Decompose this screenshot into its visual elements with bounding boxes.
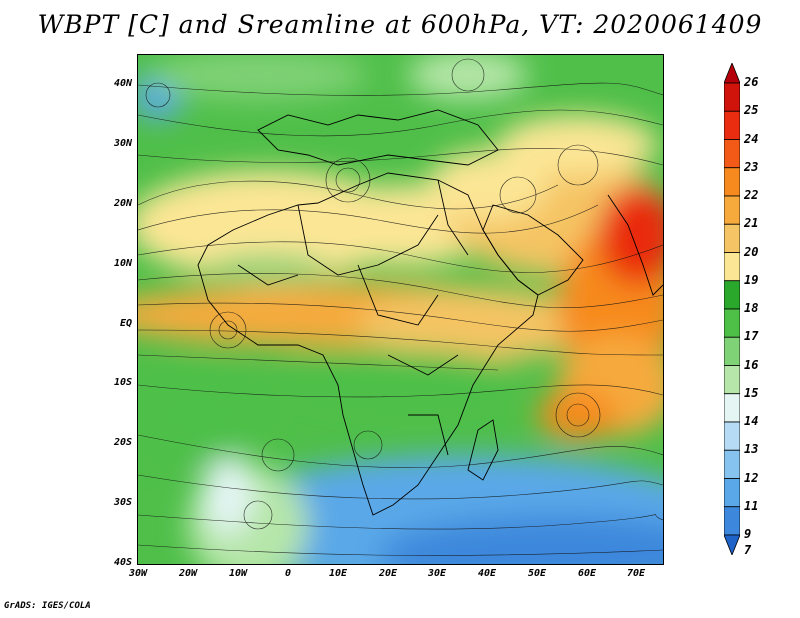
lat-label-30s: 30S xyxy=(113,497,132,508)
colorbar-cell xyxy=(724,336,740,366)
lat-label-30n: 30N xyxy=(113,138,132,149)
lat-label-10s: 10S xyxy=(113,377,132,388)
colorbar-label: 24 xyxy=(744,131,759,146)
colorbar-label: 19 xyxy=(744,272,759,287)
colorbar-label: 25 xyxy=(744,103,759,118)
colorbar-cell xyxy=(724,82,740,112)
streamlines xyxy=(138,58,663,556)
colorbar-label: 7 xyxy=(744,543,752,557)
colorbar-cell xyxy=(724,478,740,508)
lat-label-10n: 10N xyxy=(113,258,132,269)
map-title: WBPT [C] and Sreamline at 600hPa, VT: 20… xyxy=(37,10,763,39)
lon-label-50e: 50E xyxy=(527,568,547,579)
colorbar-label: 23 xyxy=(744,159,759,174)
colorbar-bottom-triangle xyxy=(724,534,740,555)
lon-label-0: 0 xyxy=(284,568,292,579)
colorbar-label: 14 xyxy=(744,414,759,428)
temperature-field xyxy=(138,55,663,564)
colorbar-cell xyxy=(724,195,740,225)
colorbar-label: 22 xyxy=(744,188,759,202)
colorbar-label: 9 xyxy=(744,527,752,541)
lon-label-10e: 10E xyxy=(328,568,348,579)
colorbar-label: 21 xyxy=(744,216,759,231)
lon-label-30e: 30E xyxy=(427,568,447,579)
colorbar-cell xyxy=(724,139,740,169)
colorbar-cell xyxy=(724,308,740,338)
lat-label-40s: 40S xyxy=(113,557,132,568)
lat-label-20n: 20N xyxy=(113,198,132,209)
lon-label-20w: 20W xyxy=(178,568,198,579)
lon-label-60e: 60E xyxy=(577,568,597,579)
wbpt-streamline-map xyxy=(137,54,664,565)
colorbar-label: 12 xyxy=(744,470,759,485)
coastlines-and-borders xyxy=(197,109,663,516)
colorbar-label: 17 xyxy=(744,329,759,344)
colorbar-cell xyxy=(724,365,740,395)
colorbar-label: 26 xyxy=(744,75,759,89)
colorbar-cell xyxy=(724,252,740,282)
colorbar-cell xyxy=(724,110,740,140)
colorbar-cell xyxy=(724,421,740,451)
lon-label-40e: 40E xyxy=(477,568,497,579)
colorbar-label: 15 xyxy=(744,385,759,400)
map-canvas xyxy=(138,55,663,564)
lat-label-40n: 40N xyxy=(113,78,132,89)
lon-label-20e: 20E xyxy=(378,568,398,579)
lon-label-30w: 30W xyxy=(128,568,148,579)
colorbar-cell xyxy=(724,506,740,536)
lat-label-20s: 20S xyxy=(113,437,132,448)
colorbar-label: 13 xyxy=(744,442,759,457)
colorbar-label: 18 xyxy=(744,301,759,315)
colorbar xyxy=(724,63,740,555)
lon-label-10w: 10W xyxy=(228,568,248,579)
colorbar-label: 11 xyxy=(744,498,759,513)
colorbar-cell xyxy=(724,449,740,479)
colorbar-cell xyxy=(724,393,740,423)
lat-label-eq: EQ xyxy=(119,318,132,329)
colorbar-label: 16 xyxy=(744,357,759,372)
colorbar-label: 20 xyxy=(744,244,759,259)
grads-credit: GrADS: IGES/COLA xyxy=(4,601,91,611)
colorbar-cell xyxy=(724,280,740,310)
colorbar-top-triangle xyxy=(724,63,740,84)
colorbar-cell xyxy=(724,223,740,253)
lon-label-70e: 70E xyxy=(626,568,646,579)
colorbar-cell xyxy=(724,167,740,197)
